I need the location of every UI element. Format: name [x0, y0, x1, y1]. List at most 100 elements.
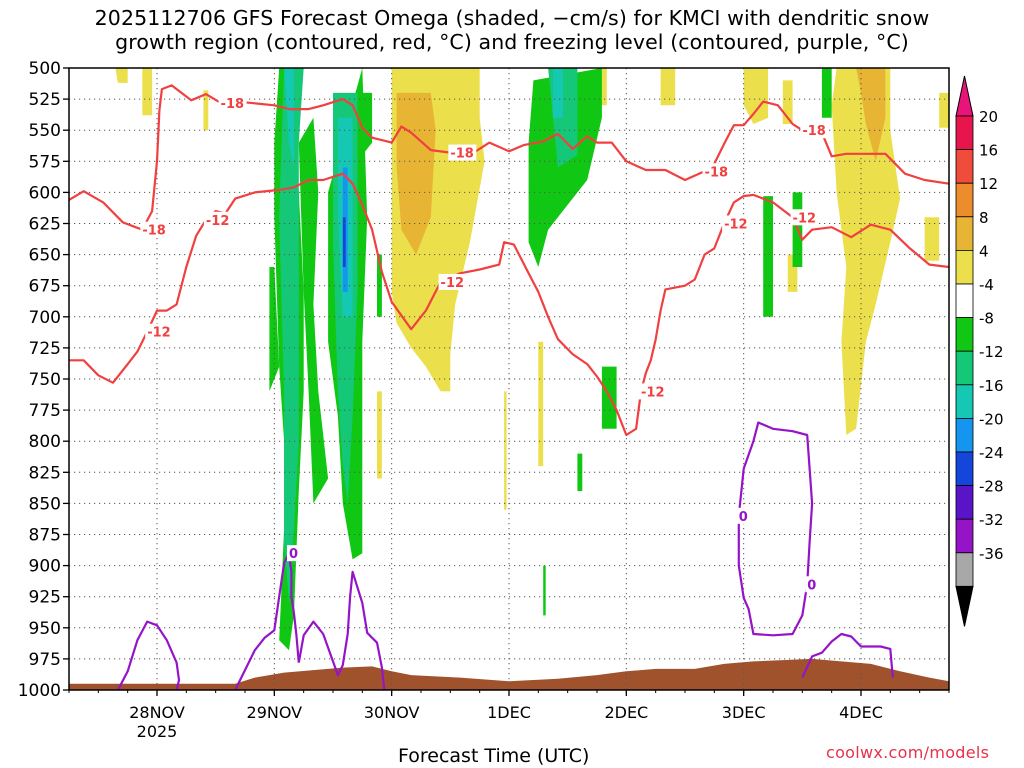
colorbar-label-3: 8 — [979, 209, 989, 227]
fz-label-bg-0 — [287, 545, 299, 562]
colorbar-swatch-6 — [955, 317, 974, 352]
omega-region-4 — [396, 92, 436, 255]
freezing-contour-line-4 — [801, 632, 894, 679]
dgz-label-bg-5 — [145, 323, 174, 340]
y-tick-label-900: 900 — [29, 557, 61, 577]
colorbar-top-arrow — [955, 75, 974, 117]
colorbar-swatch-13 — [955, 552, 974, 587]
fz-label-bg-2 — [805, 576, 818, 593]
y-tick-label-700: 700 — [29, 308, 61, 328]
colorbar-swatch-8 — [955, 384, 974, 419]
y-tick-label-850: 850 — [29, 494, 61, 514]
omega-region-30 — [342, 217, 346, 267]
omega-region-31 — [528, 68, 602, 267]
y-tick-label-800: 800 — [29, 432, 61, 452]
dgz-label-6: -12 — [206, 214, 230, 229]
omega-region-36 — [543, 565, 546, 616]
fz-label-1: 0 — [739, 510, 748, 525]
omega-region-38 — [821, 68, 832, 118]
dgz-label-8: -12 — [641, 385, 665, 400]
omega-region-11 — [743, 68, 769, 124]
fz-label-0: 0 — [289, 547, 298, 562]
omega-region-6 — [377, 391, 382, 479]
y-tick-label-950: 950 — [29, 619, 61, 639]
colorbar: 20 16 12 8 4 -4 -8 -12 -16 -20 -24 -28 -32 -36 — [955, 75, 1004, 627]
x-axis-label: Forecast Time (UTC) — [398, 745, 590, 767]
dgz-label-bg-1 — [218, 94, 247, 111]
omega-region-21 — [298, 117, 329, 504]
credit-link[interactable]: coolwx.com/models — [826, 743, 990, 762]
contours: -18 -18 -18 -18 -18 -12 -12 -12 -12 -12 -12 0 0 0 — [68, 84, 950, 691]
y-tick-label-1000: 1000 — [18, 681, 61, 701]
y-tick-label-550: 550 — [29, 121, 61, 141]
dgz-label-9: -12 — [724, 218, 748, 233]
x-tick-label-29NOV: 29NOV — [247, 703, 303, 722]
dgz-label-2: -18 — [450, 147, 474, 162]
colorbar-label-12: -32 — [979, 511, 1004, 529]
x-tick-label-30NOV: 30NOV — [364, 703, 420, 722]
fz-label-2: 0 — [807, 578, 816, 593]
dgz-label-bg-4 — [800, 122, 829, 139]
omega-region-17 — [660, 68, 676, 106]
x-tick-label-4DEC: 4DEC — [839, 703, 883, 722]
colorbar-bottom-arrow — [955, 585, 974, 627]
colorbar-swatch-11 — [955, 485, 974, 520]
dgz-label-3: -18 — [705, 165, 729, 180]
dgz-label-bg-2 — [448, 144, 477, 161]
colorbar-swatch-2 — [955, 182, 974, 218]
colorbar-label-13: -36 — [979, 545, 1004, 563]
dgz-label-bg-0 — [140, 221, 169, 238]
colorbar-swatch-3 — [955, 216, 974, 251]
dgz-label-0: -18 — [142, 224, 166, 239]
colorbar-label-0: 20 — [979, 108, 998, 126]
colorbar-swatch-1 — [955, 149, 974, 184]
y-tick-label-975: 975 — [29, 650, 61, 670]
omega-shading — [115, 68, 949, 651]
y-tick-label-875: 875 — [29, 526, 61, 546]
colorbar-label-5: -4 — [979, 276, 994, 294]
y-tick-label-750: 750 — [29, 370, 61, 390]
omega-region-15 — [924, 217, 940, 261]
omega-region-8 — [538, 341, 544, 467]
omega-region-0 — [115, 68, 128, 83]
colorbar-label-1: 16 — [979, 142, 998, 160]
dgz-contour-line-1 — [69, 172, 950, 437]
dgz-label-7: -12 — [441, 276, 465, 291]
omega-region-25 — [279, 68, 304, 603]
freezing-contour-line-1 — [234, 552, 300, 691]
colorbar-label-2: 12 — [979, 175, 998, 193]
freezing-contour-line-3 — [737, 421, 814, 637]
omega-region-13 — [831, 68, 901, 435]
title-line-2: growth region (contoured, red, °C) and f… — [115, 30, 909, 54]
colorbar-swatch-7 — [955, 350, 974, 386]
y-tick-label-650: 650 — [29, 246, 61, 266]
freezing-contour-line-2 — [297, 570, 386, 691]
omega-region-1 — [142, 68, 153, 116]
y-tick-label-675: 675 — [29, 277, 61, 297]
y-tick-label-775: 775 — [29, 401, 61, 421]
omega-region-23 — [357, 92, 373, 156]
omega-region-37 — [763, 196, 773, 317]
dgz-label-bg-3 — [702, 163, 731, 180]
colorbar-swatch-9 — [955, 417, 974, 453]
dgz-label-bg-10 — [790, 209, 819, 226]
y-axis: 500 525 550 575 600 625 650 675 700 725 750 775 800 8… — [18, 59, 69, 701]
y-tick-label-925: 925 — [29, 588, 61, 608]
omega-region-7 — [504, 391, 507, 510]
dgz-label-5: -12 — [147, 326, 171, 341]
omega-region-14 — [856, 68, 886, 162]
y-tick-label-500: 500 — [29, 59, 61, 79]
colorbar-swatch-5 — [955, 283, 974, 318]
x-tick-label-1DEC: 1DEC — [487, 703, 531, 722]
dgz-label-10: -12 — [793, 211, 817, 226]
omega-region-16 — [939, 92, 949, 128]
dgz-label-bg-8 — [639, 383, 667, 400]
colorbar-swatch-4 — [955, 249, 974, 285]
colorbar-label-10: -24 — [979, 444, 1004, 462]
dgz-label-4: -18 — [802, 124, 826, 139]
y-tick-label-825: 825 — [29, 463, 61, 483]
omega-region-33 — [553, 68, 563, 118]
colorbar-label-4: 4 — [979, 242, 989, 260]
colorbar-label-7: -12 — [979, 343, 1004, 361]
